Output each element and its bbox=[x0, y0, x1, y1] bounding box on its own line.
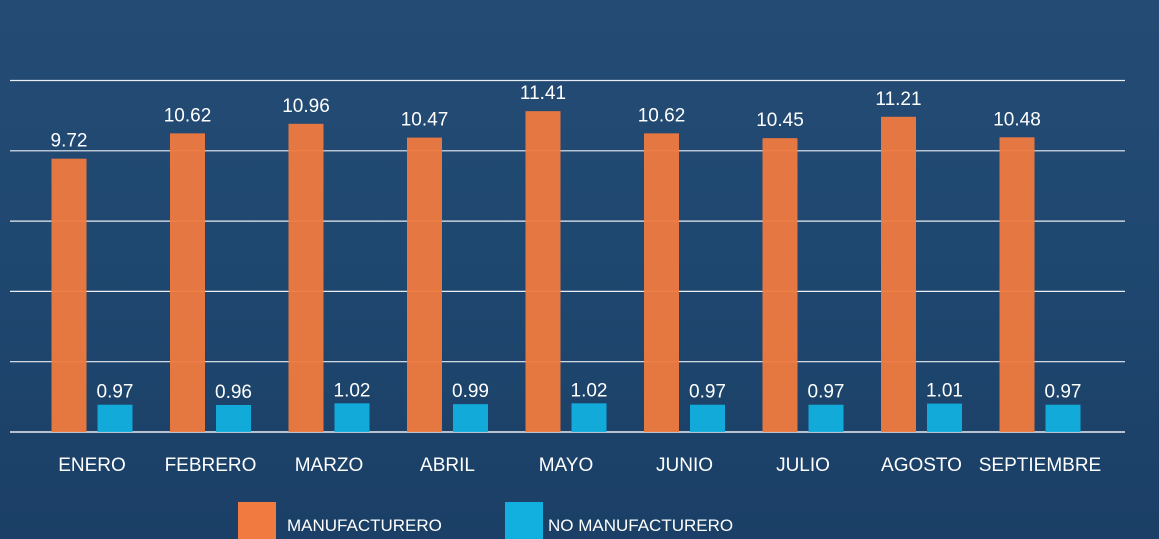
bar-manufacturero bbox=[762, 138, 798, 432]
data-label-no-manufacturero: 1.02 bbox=[571, 380, 608, 401]
x-tick-label: JULIO bbox=[776, 455, 830, 476]
x-tick-label: MARZO bbox=[295, 455, 364, 476]
data-label-manufacturero: 10.47 bbox=[401, 110, 449, 131]
bar-no-manufacturero bbox=[216, 405, 251, 432]
data-label-no-manufacturero: 0.97 bbox=[97, 382, 134, 403]
legend-label-no-manufacturero: NO MANUFACTURERO bbox=[548, 516, 733, 535]
bar-manufacturero bbox=[881, 116, 916, 432]
legend-swatch-no-manufacturero bbox=[505, 502, 543, 539]
bar-no-manufacturero bbox=[690, 404, 725, 432]
legend-swatch-manufacturero bbox=[238, 502, 276, 539]
bar-manufacturero bbox=[644, 133, 679, 432]
data-label-no-manufacturero: 0.97 bbox=[808, 382, 845, 403]
bar-no-manufacturero bbox=[453, 404, 488, 432]
bar-no-manufacturero bbox=[334, 403, 370, 432]
bar-manufacturero bbox=[51, 158, 87, 433]
data-label-manufacturero: 10.62 bbox=[164, 105, 212, 126]
x-tick-label: ENERO bbox=[58, 455, 126, 476]
data-label-no-manufacturero: 1.02 bbox=[334, 380, 371, 401]
x-tick-label: SEPTIEMBRE bbox=[979, 455, 1101, 476]
x-tick-label: FEBRERO bbox=[165, 455, 257, 476]
bar-manufacturero bbox=[999, 137, 1035, 432]
data-label-manufacturero: 10.48 bbox=[993, 109, 1041, 130]
data-label-manufacturero: 10.62 bbox=[638, 105, 686, 126]
data-label-manufacturero: 11.21 bbox=[875, 89, 921, 110]
x-tick-label: AGOSTO bbox=[881, 455, 962, 476]
data-label-manufacturero: 10.96 bbox=[282, 96, 330, 117]
x-tick-label: ABRIL bbox=[420, 455, 475, 476]
bar-no-manufacturero bbox=[927, 403, 962, 432]
bar-manufacturero bbox=[407, 137, 442, 432]
data-label-no-manufacturero: 0.96 bbox=[215, 382, 252, 403]
x-tick-label: JUNIO bbox=[656, 455, 713, 476]
data-label-no-manufacturero: 1.01 bbox=[926, 381, 963, 402]
data-label-no-manufacturero: 0.97 bbox=[689, 382, 726, 403]
bar-manufacturero bbox=[525, 111, 561, 432]
data-label-manufacturero: 11.41 bbox=[520, 83, 566, 104]
legend-label-manufacturero: MANUFACTURERO bbox=[287, 516, 442, 535]
bar-manufacturero bbox=[170, 133, 205, 432]
bar-no-manufacturero bbox=[808, 404, 844, 432]
bar-no-manufacturero bbox=[571, 403, 607, 432]
bar-no-manufacturero bbox=[1045, 404, 1081, 432]
data-label-no-manufacturero: 0.97 bbox=[1045, 382, 1082, 403]
x-tick-label: MAYO bbox=[539, 455, 594, 476]
data-label-manufacturero: 9.72 bbox=[51, 131, 88, 152]
data-label-manufacturero: 10.45 bbox=[756, 110, 804, 131]
data-label-no-manufacturero: 0.99 bbox=[452, 381, 489, 402]
bar-manufacturero bbox=[288, 123, 324, 432]
bar-no-manufacturero bbox=[97, 404, 133, 432]
